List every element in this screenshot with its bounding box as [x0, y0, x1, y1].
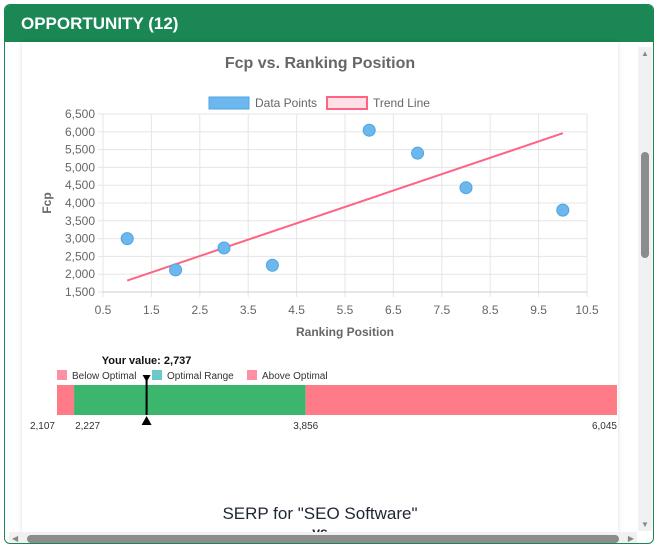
legend-label: Trend Line [373, 96, 430, 110]
y-tick-label: 6,000 [65, 125, 95, 139]
y-tick-label: 4,000 [65, 196, 95, 210]
scroll-down-icon[interactable]: ▼ [641, 520, 649, 529]
range-tick-label: 2,107 [30, 421, 55, 432]
range-tick-label: 3,856 [293, 421, 318, 432]
data-point [217, 241, 231, 255]
scroll-left-icon[interactable]: ◀ [12, 534, 19, 543]
range-legend-label: Optimal Range [167, 371, 234, 382]
serp-title: SERP for "SEO Software" [222, 504, 418, 523]
marker-top-arrow [142, 375, 151, 382]
range-legend-swatch [57, 370, 67, 380]
y-tick-label: 2,500 [65, 249, 95, 263]
x-tick-label: 9.5 [530, 303, 547, 317]
marker-bottom-arrow [141, 416, 152, 425]
scroll-right-icon[interactable]: ▶ [627, 534, 634, 543]
optimal-range-segment [74, 385, 306, 415]
x-tick-label: 7.5 [433, 303, 450, 317]
legend-label: Data Points [255, 96, 317, 110]
x-tick-label: 5.5 [337, 303, 354, 317]
data-point [169, 263, 183, 277]
y-tick-label: 1,500 [65, 285, 95, 299]
above-optimal-segment [305, 385, 617, 415]
x-tick-label: 8.5 [482, 303, 499, 317]
x-tick-label: 6.5 [385, 303, 402, 317]
data-point [362, 123, 376, 137]
below-optimal-segment [57, 385, 75, 415]
data-point [265, 258, 279, 272]
data-point [411, 146, 425, 160]
range-legend-label: Above Optimal [262, 371, 328, 382]
y-tick-label: 3,000 [65, 232, 95, 246]
y-axis-label: Fcp [40, 192, 54, 213]
x-axis-label: Ranking Position [296, 325, 394, 339]
x-tick-label: 0.5 [95, 303, 112, 317]
horizontal-scroll-thumb[interactable] [27, 535, 619, 543]
chart-title: Fcp vs. Ranking Position [225, 55, 415, 72]
legend-swatch-data-points [208, 96, 250, 110]
fcp-chart: Fcp vs. Ranking Position Data Points Trend… [30, 55, 617, 432]
range-tick-label: 2,227 [75, 421, 100, 432]
x-tick-label: 2.5 [191, 303, 208, 317]
horizontal-scrollbar[interactable]: ◀ ▶ [9, 532, 637, 543]
trend-line [126, 132, 564, 282]
x-tick-label: 3.5 [240, 303, 257, 317]
your-value-label: Your value: 2,737 [102, 355, 192, 367]
y-tick-label: 6,500 [65, 107, 95, 121]
data-point [556, 203, 570, 217]
range-legend-label: Below Optimal [72, 371, 136, 382]
x-tick-label: 10.5 [575, 303, 599, 317]
panel-header: OPPORTUNITY (12) [5, 5, 653, 42]
y-tick-label: 4,500 [65, 178, 95, 192]
y-tick-label: 2,000 [65, 267, 95, 281]
range-tick-label: 6,045 [592, 421, 617, 432]
scroll-up-icon[interactable]: ▲ [641, 49, 649, 58]
y-tick-label: 5,500 [65, 143, 95, 157]
x-tick-label: 1.5 [143, 303, 160, 317]
y-tick-label: 5,000 [65, 160, 95, 174]
opportunity-panel: OPPORTUNITY (12) Fcp vs. Ranking Positio… [4, 4, 654, 544]
vertical-scroll-thumb[interactable] [641, 152, 649, 258]
range-legend-swatch [247, 370, 257, 380]
data-point [120, 232, 134, 246]
y-tick-label: 3,500 [65, 214, 95, 228]
chart-card: Fcp vs. Ranking Position Data Points Trend… [22, 42, 618, 540]
legend-swatch-trend-line [326, 96, 368, 110]
vertical-scrollbar[interactable]: ▲ ▼ [638, 47, 652, 531]
range-legend-swatch [152, 370, 162, 380]
x-tick-label: 4.5 [288, 303, 305, 317]
data-point [459, 181, 473, 195]
